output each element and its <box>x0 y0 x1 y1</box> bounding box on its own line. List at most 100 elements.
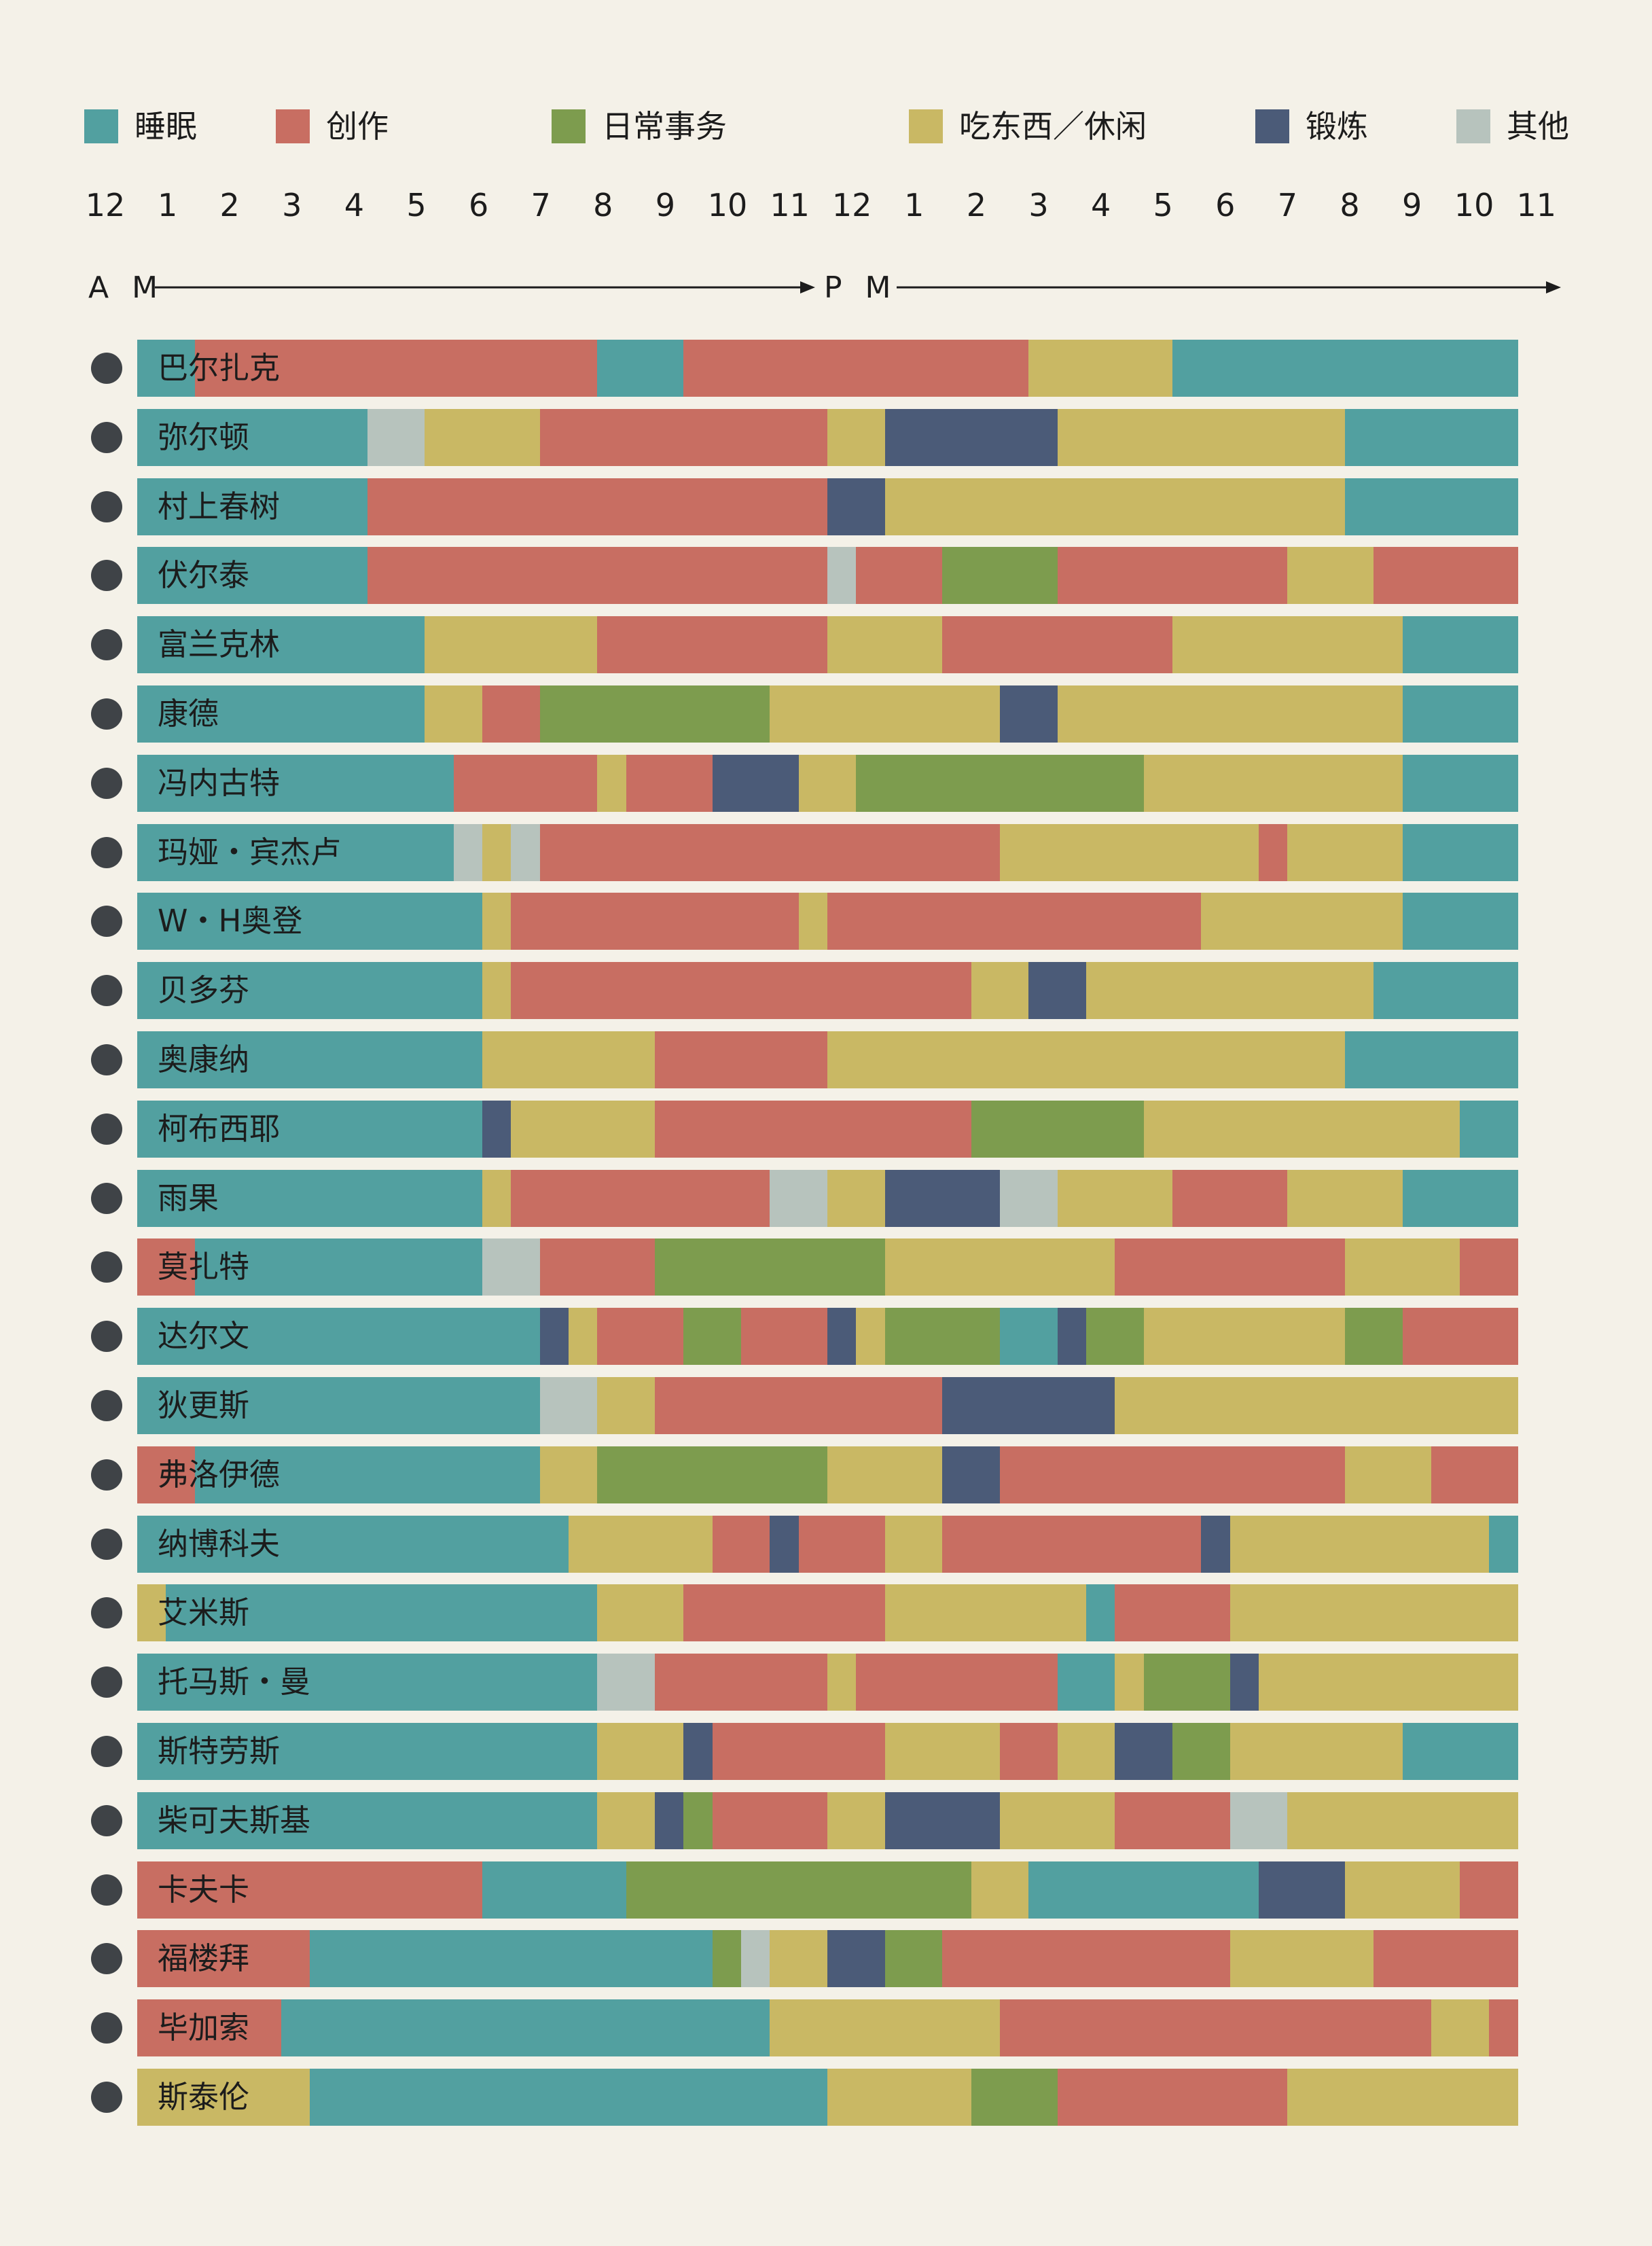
row-label: 狄更斯 <box>158 1387 250 1423</box>
timeline-bar <box>137 547 1518 605</box>
segment-sleep <box>1402 1169 1518 1227</box>
segment-exercise <box>482 1100 511 1158</box>
segment-exercise <box>884 1792 1001 1849</box>
timeline-bar <box>137 1999 1518 2057</box>
segment-leisure <box>1345 1238 1460 1296</box>
segment-sleep <box>194 1446 541 1503</box>
row-label: 雨果 <box>158 1179 219 1216</box>
segment-leisure <box>425 616 598 674</box>
segment-sleep <box>137 408 368 466</box>
legend-swatch-daily <box>552 109 586 143</box>
row-label: 斯特劳斯 <box>158 1733 281 1769</box>
segment-daily <box>971 2069 1058 2126</box>
segment-create <box>1259 823 1288 881</box>
segment-leisure <box>827 2069 972 2126</box>
segment-sleep <box>166 1584 598 1642</box>
chart-row: 康德 <box>0 685 1652 743</box>
segment-exercise <box>1229 1654 1259 1711</box>
segment-leisure <box>511 1100 656 1158</box>
timeline-bar <box>137 1308 1518 1366</box>
segment-create <box>1402 1308 1518 1366</box>
hour-label: 6 <box>468 187 489 224</box>
segment-leisure <box>1057 1169 1173 1227</box>
segment-sleep <box>137 893 483 950</box>
segment-leisure <box>539 1446 598 1503</box>
segment-exercise <box>1259 1861 1346 1919</box>
timeline-bar <box>137 1930 1518 1988</box>
segment-leisure <box>798 893 828 950</box>
chart-row: 奥康纳 <box>0 1031 1652 1088</box>
segment-create <box>511 962 972 1020</box>
segment-leisure <box>597 1792 656 1849</box>
segment-create <box>942 616 1173 674</box>
timeline-bar <box>137 1792 1518 1849</box>
row-bullet <box>91 1321 122 1353</box>
chart-row: 托马斯・曼 <box>0 1654 1652 1711</box>
row-label: 卡夫卡 <box>158 1871 250 1908</box>
timeline-bar <box>137 1584 1518 1642</box>
segment-sleep <box>137 547 368 605</box>
hour-label: 5 <box>406 187 427 224</box>
segment-other <box>367 408 425 466</box>
segment-leisure <box>1345 1861 1460 1919</box>
segment-create <box>1057 547 1288 605</box>
segment-create <box>1115 1584 1231 1642</box>
segment-leisure <box>1229 1723 1403 1780</box>
segment-leisure <box>1287 2069 1518 2126</box>
timeline-bar <box>137 1654 1518 1711</box>
segment-sleep <box>1028 1861 1259 1919</box>
segment-other <box>1000 1169 1058 1227</box>
legend-item-create: 创作 <box>276 107 389 145</box>
row-bullet <box>91 629 122 661</box>
segment-create <box>194 340 598 397</box>
timeline-bar <box>137 1169 1518 1227</box>
segment-daily <box>856 754 1145 812</box>
segment-other <box>770 1169 828 1227</box>
segment-leisure <box>1259 1654 1518 1711</box>
pm-arrow-head <box>1546 281 1561 293</box>
segment-exercise <box>884 408 1058 466</box>
segment-create <box>741 1308 828 1366</box>
segment-sleep <box>1172 340 1518 397</box>
segment-leisure <box>1143 1308 1346 1366</box>
chart-row: 贝多芬 <box>0 962 1652 1020</box>
row-bullet <box>91 1459 122 1491</box>
row-label: 艾米斯 <box>158 1594 250 1631</box>
segment-daily <box>539 685 770 743</box>
row-bullet <box>91 1666 122 1698</box>
segment-create <box>1000 1446 1346 1503</box>
legend-item-daily: 日常事务 <box>552 107 727 145</box>
segment-create <box>1172 1169 1288 1227</box>
segment-leisure <box>569 1515 713 1573</box>
segment-sleep <box>1488 1515 1518 1573</box>
row-bullet <box>91 1528 122 1560</box>
segment-leisure <box>1000 1792 1115 1849</box>
segment-exercise <box>827 1930 886 1988</box>
segment-create <box>655 1654 828 1711</box>
segment-leisure <box>482 823 511 881</box>
row-label: 柴可夫斯基 <box>158 1802 311 1838</box>
segment-exercise <box>712 754 800 812</box>
segment-sleep <box>597 340 684 397</box>
legend-swatch-other <box>1456 109 1490 143</box>
timeline-bar <box>137 1238 1518 1296</box>
row-label: 托马斯・曼 <box>158 1664 311 1700</box>
row-label: 斯泰伦 <box>158 2079 250 2115</box>
segment-daily <box>655 1238 886 1296</box>
chart-row: 富兰克林 <box>0 616 1652 674</box>
segment-create <box>137 1930 310 1988</box>
segment-sleep <box>137 1100 483 1158</box>
hour-label: 2 <box>966 187 987 224</box>
segment-sleep <box>1000 1308 1058 1366</box>
row-bullet <box>91 1251 122 1283</box>
row-label: 奥康纳 <box>158 1041 250 1077</box>
segment-leisure <box>1229 1930 1374 1988</box>
legend-label-leisure: 吃东西／休闲 <box>959 108 1147 145</box>
hour-label: 8 <box>1340 187 1360 224</box>
segment-create <box>137 1238 196 1296</box>
segment-leisure <box>1172 616 1403 674</box>
hour-label: 8 <box>593 187 613 224</box>
segment-other <box>511 823 541 881</box>
timeline-bar <box>137 823 1518 881</box>
legend-swatch-create <box>276 109 310 143</box>
